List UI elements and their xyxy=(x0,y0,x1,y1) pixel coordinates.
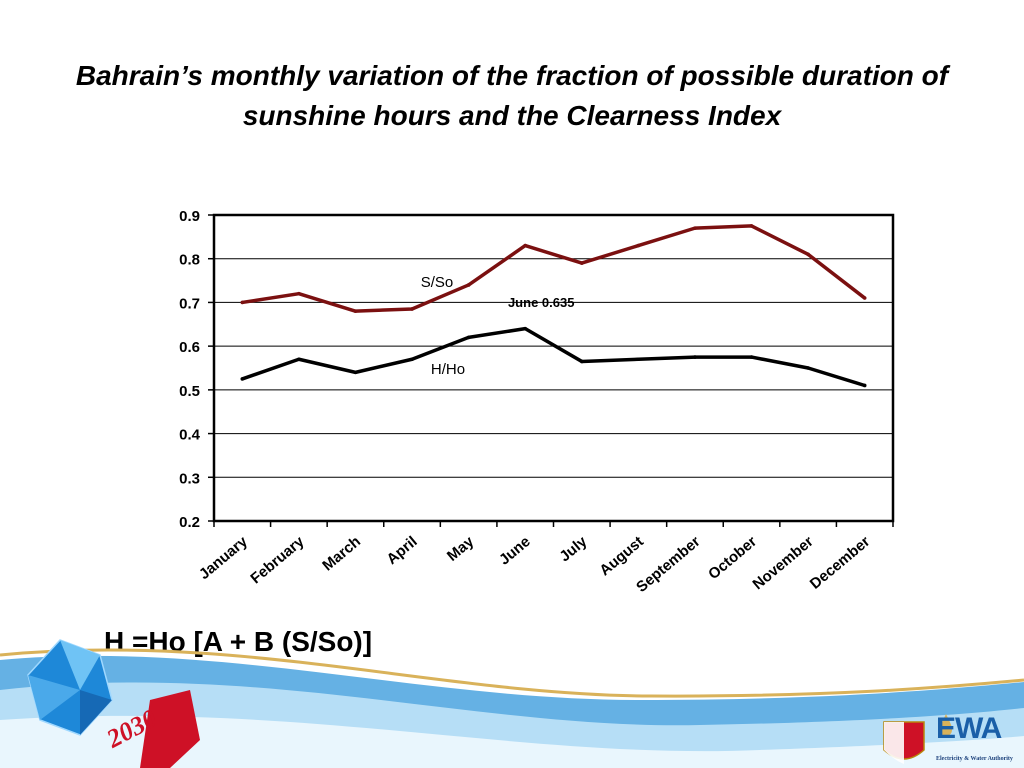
data-point xyxy=(466,335,471,340)
bahrain-emblem-icon xyxy=(883,721,925,764)
data-point xyxy=(636,357,641,362)
data-point xyxy=(297,357,301,362)
data-point xyxy=(353,370,358,375)
y-tick-label: 0.4 xyxy=(179,427,201,444)
flag-ribbon xyxy=(140,690,200,768)
data-point xyxy=(693,226,697,230)
data-point xyxy=(806,366,810,370)
series-line-1 xyxy=(242,224,866,313)
crystal-icon xyxy=(27,639,113,736)
page-title: Bahrain’s monthly variation of the fract… xyxy=(75,60,949,131)
data-point xyxy=(466,283,471,287)
y-tick-label: 0.7 xyxy=(179,295,200,312)
data-point xyxy=(693,355,697,359)
data-point xyxy=(749,224,754,228)
data-point xyxy=(353,309,358,313)
y-tick-label: 0.5 xyxy=(179,383,200,400)
series-label: H/Ho xyxy=(431,361,465,378)
data-point xyxy=(636,243,641,248)
data-point xyxy=(579,261,584,265)
data-point xyxy=(579,359,584,364)
data-point xyxy=(749,355,754,359)
y-tick-label: 0.2 xyxy=(179,514,200,531)
swoosh-gold xyxy=(0,648,1024,698)
data-point xyxy=(297,291,301,296)
water-drop-icon xyxy=(940,714,952,736)
annotation-label: June 0.635 xyxy=(508,295,575,310)
data-point xyxy=(862,296,867,300)
series-label: S/So xyxy=(421,274,454,291)
y-tick-label: 0.8 xyxy=(179,252,200,269)
data-point xyxy=(806,252,810,257)
data-point xyxy=(240,377,245,381)
line-chart: 0.20.30.40.50.60.70.80.9 JanuaryFebruary… xyxy=(179,208,895,596)
series-line-2 xyxy=(241,326,866,388)
data-point xyxy=(410,357,414,362)
data-point xyxy=(410,307,414,311)
data-point xyxy=(523,326,528,331)
ewa-logo-text: EWA xyxy=(936,712,1002,745)
ewa-logo-subtitle: Electricity & Water Authority xyxy=(936,756,1013,762)
data-point xyxy=(523,243,528,248)
swoosh-white xyxy=(0,715,1024,768)
data-point xyxy=(862,383,867,388)
y-tick-label: 0.9 xyxy=(179,208,200,225)
y-tick-label: 0.6 xyxy=(179,339,200,356)
y-tick-label: 0.3 xyxy=(179,470,200,487)
data-point xyxy=(240,300,245,305)
